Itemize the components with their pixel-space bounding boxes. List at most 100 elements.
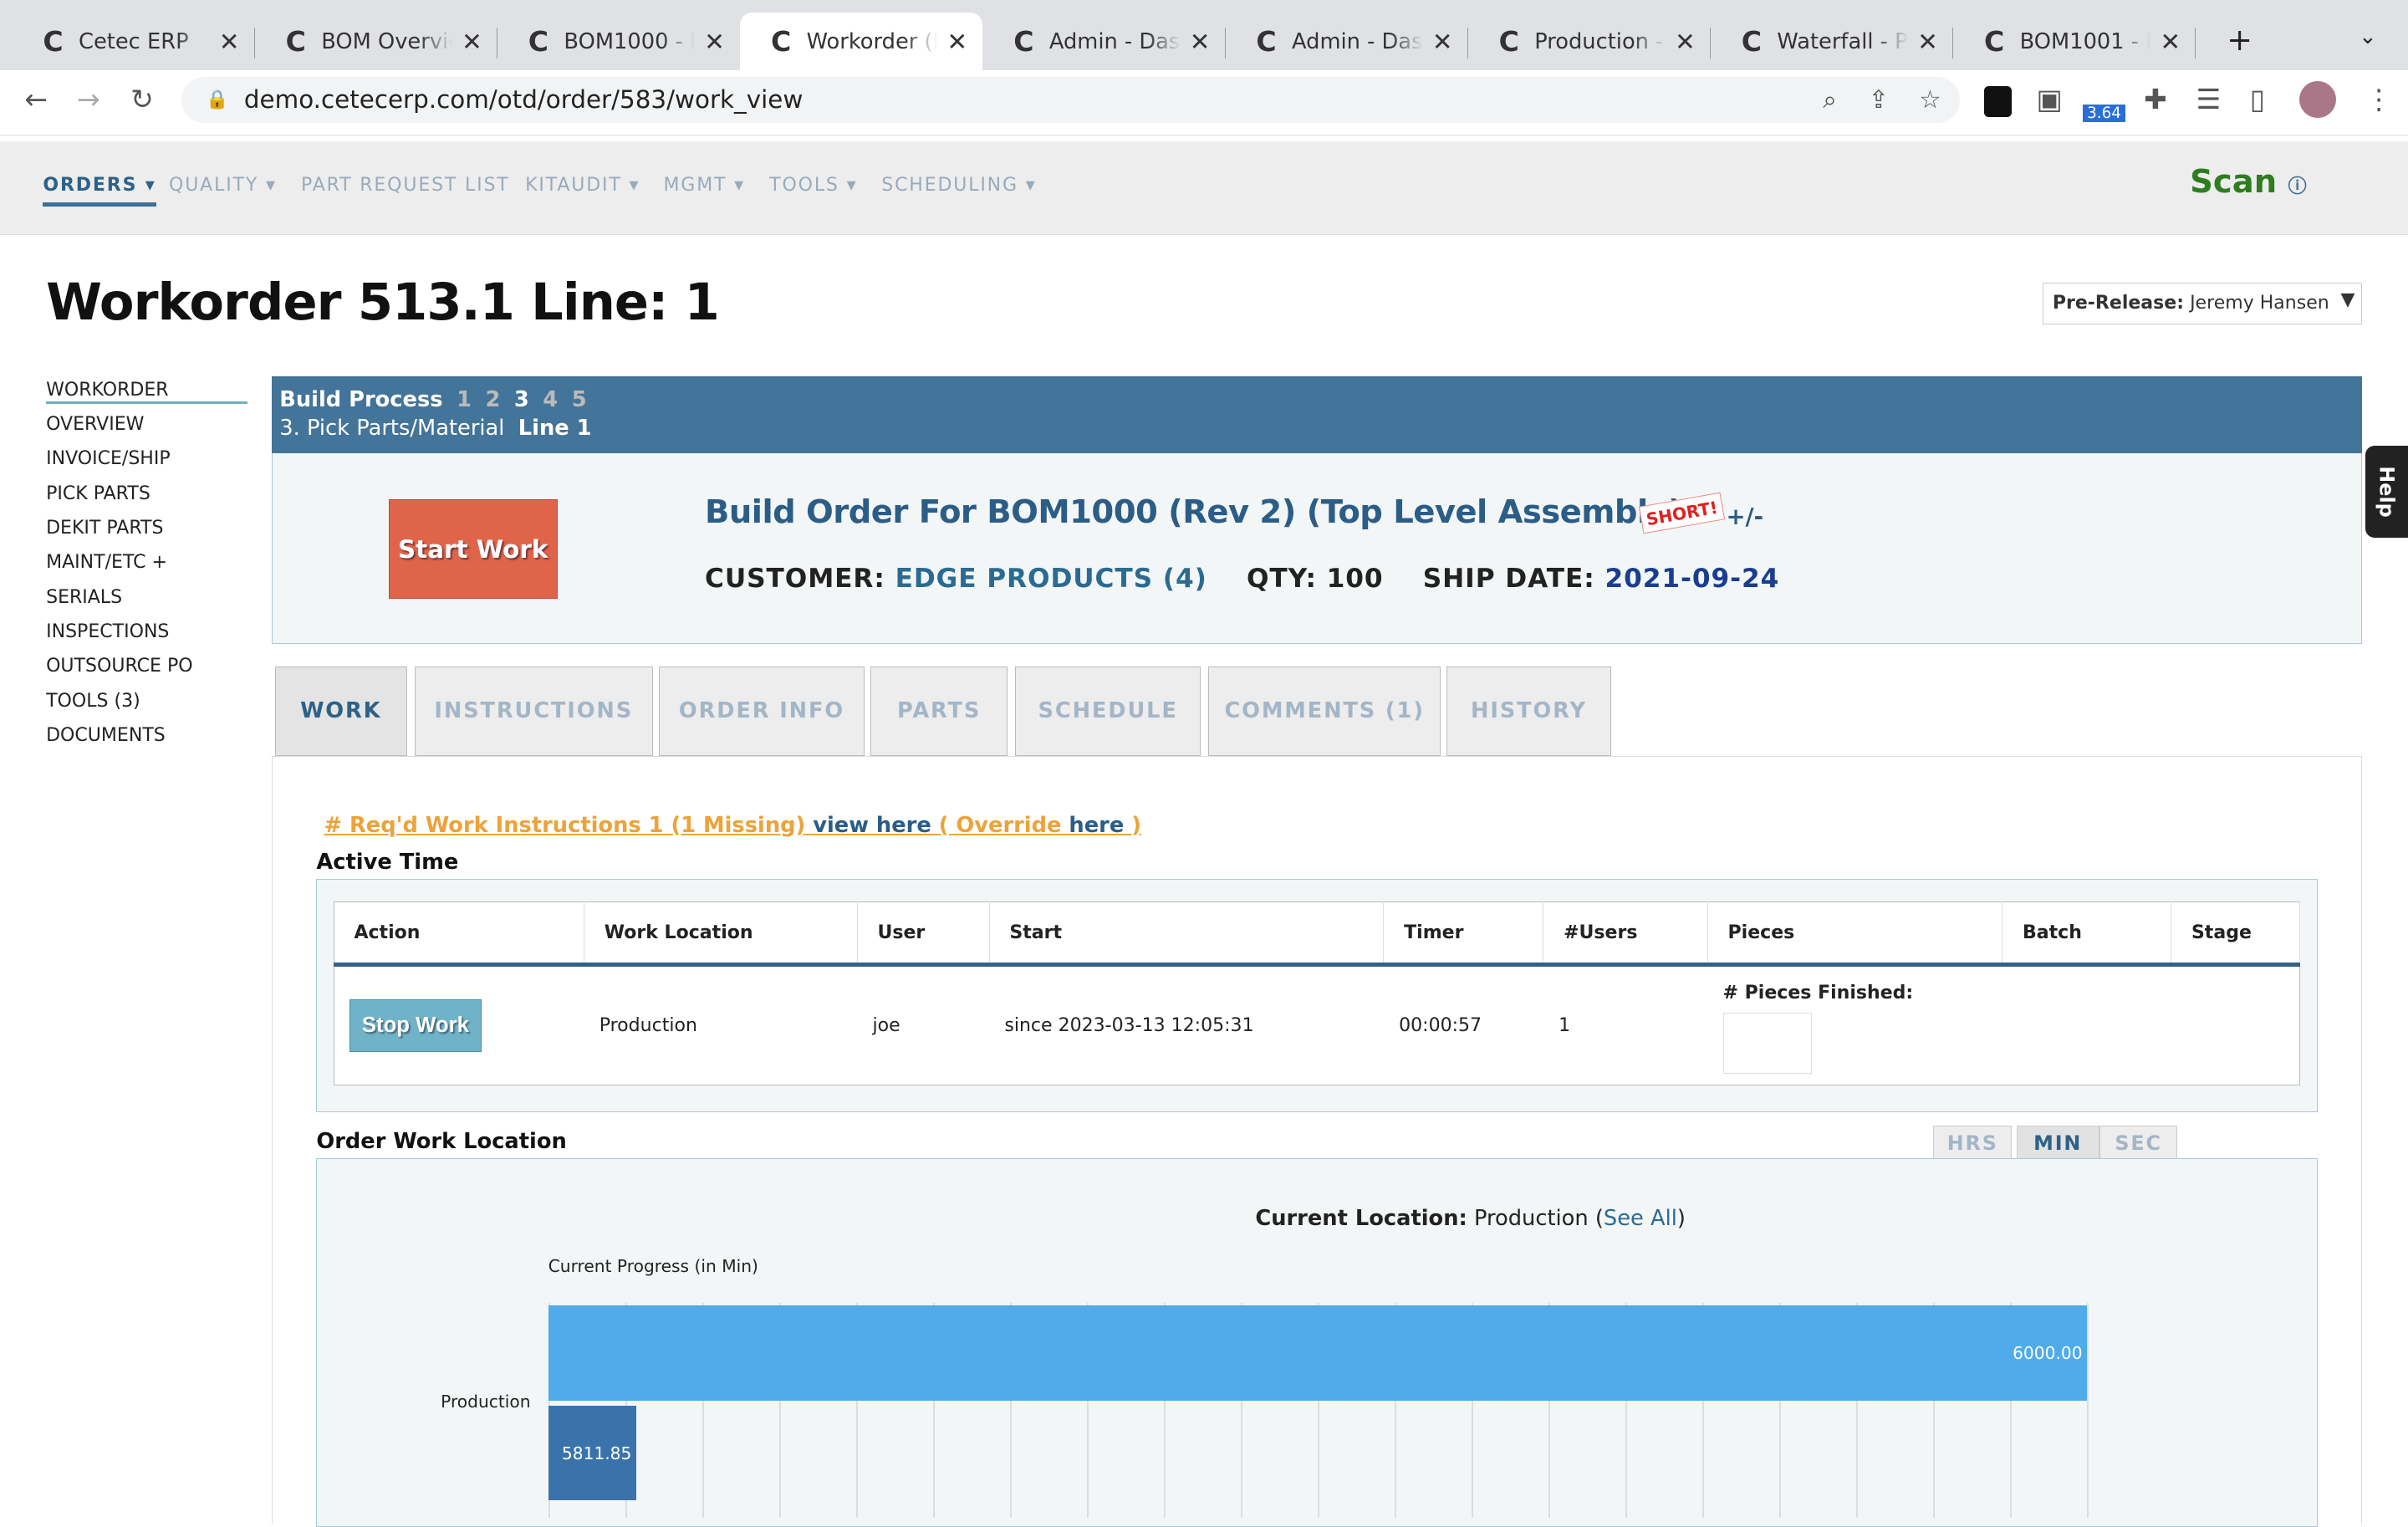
extension-badge[interactable]: 3.64 xyxy=(2082,104,2126,122)
sidebar-item-pickparts[interactable]: PICK PARTS xyxy=(46,483,150,504)
help-tab[interactable]: Help xyxy=(2365,445,2408,538)
sidebar-item-outsourcepo[interactable]: OUTSOURCE PO xyxy=(46,656,193,677)
sidebar-item-documents[interactable]: DOCUMENTS xyxy=(46,724,166,746)
close-tab-icon[interactable]: ✕ xyxy=(946,27,968,56)
browser-tab[interactable]: C Cetec ERP ✕ xyxy=(13,13,255,71)
url-text: demo.cetecerp.com/otd/order/583/work_vie… xyxy=(243,85,804,115)
prerelease-select[interactable]: Pre-Release: Jeremy Hansen ▼ xyxy=(2042,282,2362,324)
start-work-button[interactable]: Start Work xyxy=(388,498,558,600)
browser-tab[interactable]: C Production - Schedule ✕ xyxy=(1468,13,1712,71)
share-icon[interactable]: ⇪ xyxy=(1868,85,1890,115)
close-tab-icon[interactable]: ✕ xyxy=(1431,27,1453,56)
see-all-link[interactable]: See All xyxy=(1603,1205,1677,1231)
tab-instructions[interactable]: INSTRUCTIONS xyxy=(414,666,653,756)
cetec-favicon: C xyxy=(1984,25,2005,59)
unit-hrs-button[interactable]: HRS xyxy=(1933,1126,2013,1160)
order-header xyxy=(272,452,2362,644)
progress-bar: 5811.85 xyxy=(548,1405,636,1501)
sidebar-item-inspections[interactable]: INSPECTIONS xyxy=(46,621,170,642)
close-tab-icon[interactable]: ✕ xyxy=(1917,27,1938,56)
browser-tab[interactable]: C BOM1001 - Parts ✕ xyxy=(1953,13,2196,71)
sidebar-item-dekitparts[interactable]: DEKIT PARTS xyxy=(46,517,164,539)
table-row: Stop Work Production joe since 2023-03-1… xyxy=(334,965,2300,1085)
tab-orderinfo[interactable]: ORDER INFO xyxy=(658,666,865,756)
close-tab-icon[interactable]: ✕ xyxy=(1675,27,1696,56)
column-header-pieces: Pieces xyxy=(1707,901,2003,968)
override-here-link[interactable]: here xyxy=(1069,812,1125,838)
sidebar-item-invoiceship[interactable]: INVOICE/SHIP xyxy=(46,448,171,470)
reqd-instructions-link[interactable]: # Req'd Work Instructions 1 (1 Missing) … xyxy=(324,812,1141,838)
cetec-favicon: C xyxy=(771,25,792,59)
browser-tab[interactable]: C BOM Overview ✕ xyxy=(255,13,498,71)
gridline xyxy=(1240,1302,1242,1518)
tab-list-icon[interactable]: ⌄ xyxy=(2359,24,2377,50)
plus-minus-link[interactable]: +/- xyxy=(1726,503,1764,531)
back-icon[interactable]: ← xyxy=(24,83,48,116)
browser-tab[interactable]: C BOM1000 - Parts ✕ xyxy=(497,13,740,71)
zoom-icon[interactable]: ⌕ xyxy=(1823,84,1837,114)
build-step-4[interactable]: 4 xyxy=(543,386,559,412)
active-time-table: Action Work Location User Start Timer #Users P… xyxy=(333,901,2301,1085)
nav-item-orders[interactable]: ORDERS ▾ xyxy=(43,175,156,207)
nav-item-mgmt[interactable]: MGMT ▾ xyxy=(663,175,746,197)
tab-title: Waterfall - PR xyxy=(1777,28,1909,54)
tab-parts[interactable]: PARTS xyxy=(870,666,1008,756)
unit-min-button[interactable]: MIN xyxy=(2016,1126,2099,1160)
browser-tab[interactable]: C Admin - Dashboard ✕ xyxy=(1226,13,1468,71)
scan-link[interactable]: Scan ⓘ xyxy=(2190,162,2307,201)
reload-icon[interactable]: ↻ xyxy=(130,83,154,116)
nav-item-partrequestlist[interactable]: PART REQUEST LIST xyxy=(300,175,510,197)
nav-item-scheduling[interactable]: SCHEDULING ▾ xyxy=(881,175,1037,197)
browser-tab[interactable]: C Workorder (Build) ✕ xyxy=(740,12,983,71)
bookmark-star-icon[interactable]: ☆ xyxy=(1919,85,1941,115)
tab-history[interactable]: HISTORY xyxy=(1446,666,1611,756)
unit-sec-button[interactable]: SEC xyxy=(2099,1126,2178,1160)
page-title: Workorder 513.1 Line: 1 xyxy=(46,273,720,332)
sidebar-item-maintetc[interactable]: MAINT/ETC + xyxy=(46,552,167,574)
url-input[interactable]: 🔒 demo.cetecerp.com/otd/order/583/work_vi… xyxy=(181,76,1960,123)
browser-tab[interactable]: C Admin - Dashboard ✕ xyxy=(982,13,1226,71)
close-tab-icon[interactable]: ✕ xyxy=(218,27,240,56)
nav-item-quality[interactable]: QUALITY ▾ xyxy=(169,175,277,197)
cell-start: since 2023-03-13 12:05:31 xyxy=(1004,1015,1254,1037)
active-time-title: Active Time xyxy=(316,849,459,875)
avatar[interactable] xyxy=(2298,81,2336,119)
sidebar-item-tools[interactable]: TOOLS (3) xyxy=(46,690,140,712)
tab-schedule[interactable]: SCHEDULE xyxy=(1015,666,1201,756)
close-tab-icon[interactable]: ✕ xyxy=(2160,27,2181,56)
menu-icon[interactable]: ⋮ xyxy=(2365,83,2393,116)
cetec-favicon: C xyxy=(1741,25,1763,59)
sidebar-item-overview[interactable]: OVERVIEW xyxy=(46,413,145,435)
new-tab-icon[interactable]: + xyxy=(2227,21,2252,58)
tab-comments[interactable]: COMMENTS (1) xyxy=(1208,666,1441,756)
nav-item-tools[interactable]: TOOLS ▾ xyxy=(769,175,858,197)
tab-title: Workorder (Build) xyxy=(806,28,938,54)
build-step-2[interactable]: 2 xyxy=(485,386,501,412)
build-step-1[interactable]: 1 xyxy=(457,386,472,412)
nav-item-kitaudit[interactable]: KITAUDIT ▾ xyxy=(525,175,640,197)
media-icon[interactable]: ☰ xyxy=(2196,83,2222,116)
cetec-favicon: C xyxy=(1256,25,1277,59)
extension-icon[interactable] xyxy=(1984,85,2013,117)
gridline xyxy=(1163,1302,1166,1518)
close-tab-icon[interactable]: ✕ xyxy=(1189,27,1211,56)
stop-work-button[interactable]: Stop Work xyxy=(349,999,482,1052)
info-icon[interactable]: ⓘ xyxy=(2288,176,2307,197)
sidebar-item-workorder[interactable]: WORKORDER xyxy=(46,380,247,405)
sidebar-item-serials[interactable]: SERIALS xyxy=(46,586,123,608)
view-here-link[interactable]: view here xyxy=(813,812,931,838)
tab-work[interactable]: WORK xyxy=(274,666,407,756)
sidepanel-icon[interactable]: ▯ xyxy=(2249,83,2265,116)
column-header-timer: Timer xyxy=(1383,901,1544,968)
tab-title: Admin - Dashboard xyxy=(1048,28,1181,54)
browser-tab[interactable]: C Waterfall - PR ✕ xyxy=(1711,13,1954,71)
forward-icon[interactable]: → xyxy=(76,83,100,116)
customer-link[interactable]: EDGE PRODUCTS (4) xyxy=(895,564,1207,595)
pieces-finished-input[interactable] xyxy=(1722,1012,1813,1075)
image-extension-icon[interactable]: ▣ xyxy=(2036,83,2063,116)
close-tab-icon[interactable]: ✕ xyxy=(704,27,725,56)
build-step-5[interactable]: 5 xyxy=(571,386,587,412)
close-tab-icon[interactable]: ✕ xyxy=(462,27,482,56)
build-step-3[interactable]: 3 xyxy=(513,386,529,412)
puzzle-icon[interactable]: ✚ xyxy=(2144,83,2167,116)
